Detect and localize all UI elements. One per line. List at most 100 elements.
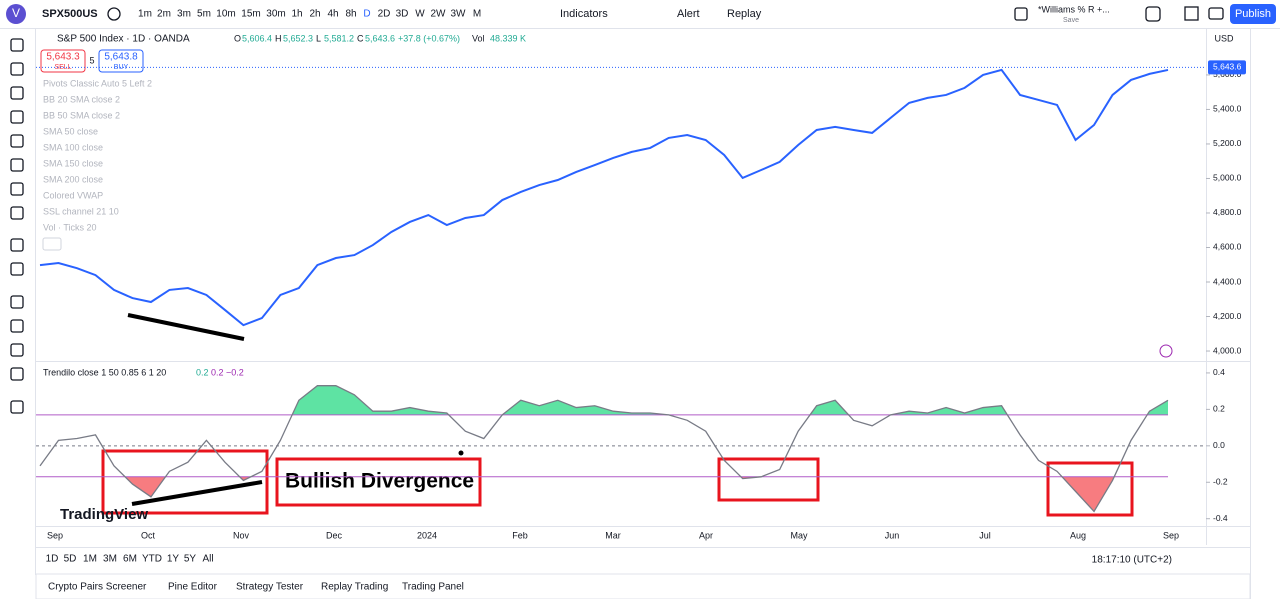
tab[interactable]: Replay Trading (321, 582, 388, 593)
alert-icon[interactable] (1159, 344, 1173, 358)
tab[interactable]: Trading Panel (402, 582, 464, 593)
interval[interactable]: 30m (266, 9, 285, 20)
tool-icon[interactable] (10, 86, 24, 100)
range[interactable]: 1D (46, 554, 59, 565)
time-label: Nov (233, 530, 250, 540)
add-symbol[interactable] (107, 7, 121, 21)
spread: 5 (89, 55, 94, 65)
interval[interactable]: 1h (291, 9, 302, 20)
indicators[interactable]: Indicators (560, 8, 608, 20)
time-label: Dec (326, 530, 343, 540)
range[interactable]: 1Y (167, 554, 180, 565)
range[interactable]: 6M (123, 554, 137, 565)
study: Pivots Classic Auto 5 Left 2 (43, 78, 152, 88)
tool-icon[interactable] (10, 400, 24, 414)
interval[interactable]: M (473, 9, 481, 20)
interval[interactable]: 8h (345, 9, 356, 20)
interval[interactable]: 2m (157, 9, 171, 20)
publish-button[interactable] (1230, 4, 1276, 24)
interval[interactable]: 2D (378, 9, 391, 20)
replay[interactable]: Replay (727, 8, 762, 20)
tool-icon[interactable] (10, 158, 24, 172)
tool-icon[interactable] (10, 62, 24, 76)
study: BB 20 SMA close 2 (43, 94, 120, 104)
fullscreen-icon[interactable] (1184, 6, 1199, 21)
y-tick-label: 4,600.0 (1213, 242, 1242, 252)
brand: TradingView (60, 506, 148, 523)
y-tick-label: 4,200.0 (1213, 311, 1242, 321)
snapshot-icon[interactable] (1208, 7, 1224, 20)
time-label: Sep (47, 530, 63, 540)
study: SMA 50 close (43, 126, 98, 136)
layout-name[interactable]: *Williams % R +... (1038, 4, 1110, 14)
tool-icon[interactable] (10, 38, 24, 52)
y-tick-label: 4,000.0 (1213, 345, 1242, 355)
tool-icon[interactable] (10, 134, 24, 148)
dot (458, 450, 464, 456)
interval[interactable]: 2W (431, 9, 447, 20)
ohlc-key: H (275, 33, 282, 43)
currency[interactable]: USD (1214, 33, 1234, 43)
interval[interactable]: 1m (138, 9, 152, 20)
save[interactable]: Save (1063, 17, 1079, 24)
publish[interactable]: Publish (1235, 8, 1271, 20)
annotation-box (275, 457, 482, 507)
interval[interactable]: 15m (241, 9, 260, 20)
interval[interactable]: W (415, 9, 425, 20)
settings-icon[interactable] (1145, 6, 1161, 22)
study: SMA 150 close (43, 158, 103, 168)
range[interactable]: 3M (103, 554, 117, 565)
y-tick-label: 4,800.0 (1213, 207, 1242, 217)
buy-price[interactable]: 5,643.8 (104, 52, 138, 63)
collapse-button[interactable] (42, 237, 62, 251)
y-tick-label: 0.2 (1213, 404, 1225, 414)
tool-icon[interactable] (10, 238, 24, 252)
tool-icon[interactable] (10, 262, 24, 276)
tab[interactable]: Crypto Pairs Screener (48, 582, 147, 593)
range[interactable]: 5Y (184, 554, 197, 565)
tool-icon[interactable] (10, 319, 24, 333)
symbol[interactable]: SPX500US (42, 8, 98, 20)
ohlc-key: L (316, 33, 321, 43)
range[interactable]: 1M (83, 554, 97, 565)
interval[interactable]: 3W (451, 9, 467, 20)
tab[interactable]: Strategy Tester (236, 582, 304, 593)
time-label: Sep (1163, 530, 1179, 540)
avatar[interactable] (6, 4, 26, 24)
study: SSL channel 21 10 (43, 206, 119, 216)
buy[interactable]: BUY (114, 64, 129, 71)
tool-icon[interactable] (10, 110, 24, 124)
interval[interactable]: D (363, 9, 370, 20)
sell-button[interactable] (40, 49, 86, 73)
y-tick-label: 4,400.0 (1213, 276, 1242, 286)
alert[interactable]: Alert (677, 8, 700, 20)
y-tick-label: 5,200.0 (1213, 138, 1242, 148)
interval[interactable]: 3D (396, 9, 409, 20)
tab[interactable]: Pine Editor (168, 582, 218, 593)
buy-button[interactable] (98, 49, 144, 73)
indicator-level: −0.2 (226, 367, 244, 377)
up-fill (292, 385, 1168, 415)
y-tick-label: 0.4 (1213, 367, 1225, 377)
indicator-title: Trendilo close 1 50 0.85 6 1 20 (43, 367, 166, 377)
tool-icon[interactable] (10, 295, 24, 309)
interval[interactable]: 5m (197, 9, 211, 20)
down-fill (40, 476, 1168, 512)
interval[interactable]: 2h (309, 9, 320, 20)
price-line (39, 68, 1169, 327)
highlight-box (1046, 461, 1134, 517)
tool-icon[interactable] (10, 343, 24, 357)
time-label: Apr (699, 530, 713, 540)
tool-icon[interactable] (10, 206, 24, 220)
tool-icon[interactable] (10, 367, 24, 381)
range[interactable]: All (202, 554, 213, 565)
range[interactable]: 5D (64, 554, 77, 565)
range[interactable]: YTD (142, 554, 162, 565)
sell-price[interactable]: 5,643.3 (46, 52, 80, 63)
interval[interactable]: 4h (327, 9, 338, 20)
interval[interactable]: 3m (177, 9, 191, 20)
tool-icon[interactable] (10, 182, 24, 196)
checkbox[interactable] (1014, 7, 1028, 21)
interval[interactable]: 10m (216, 9, 235, 20)
vol-key: Vol (472, 33, 485, 43)
